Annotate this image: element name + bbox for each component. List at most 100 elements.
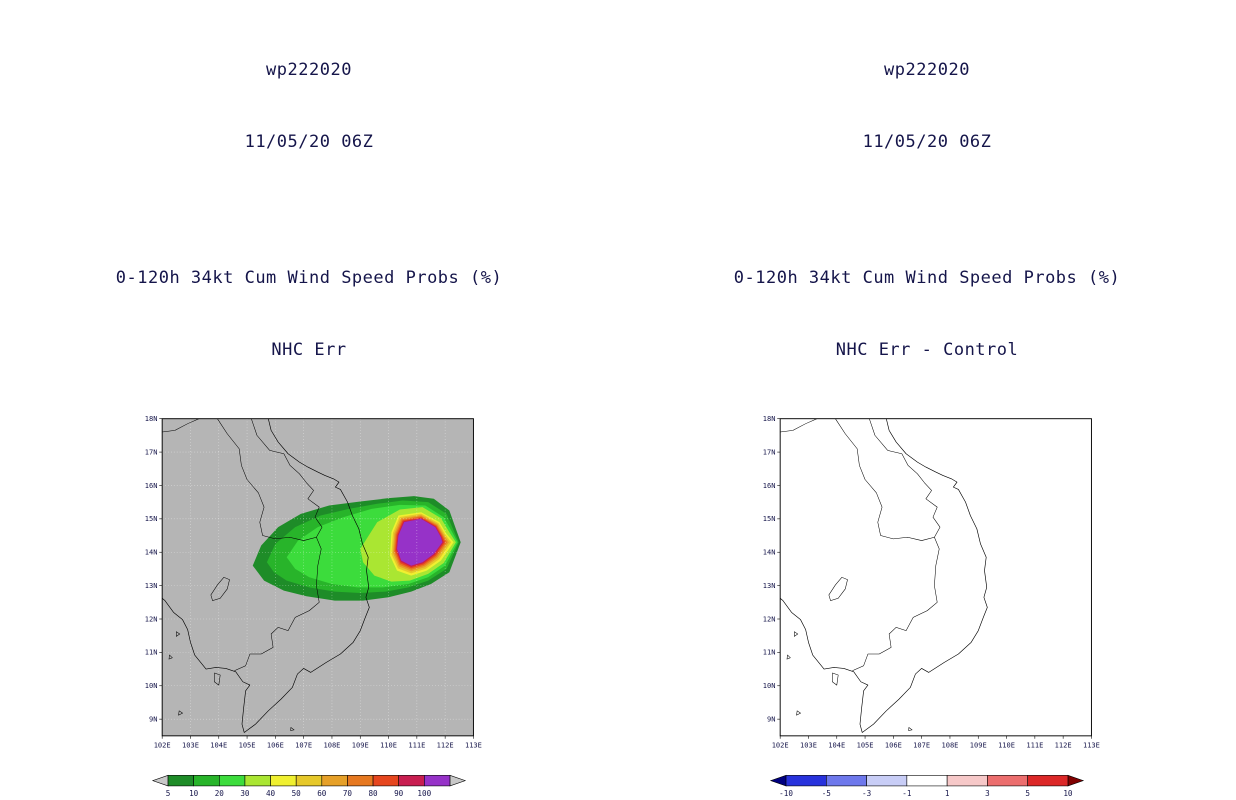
colorbar-difference: -10 -5 -3 -1 1 3 5 10 bbox=[769, 774, 1085, 798]
plot-subtitle-left: NHC Err bbox=[271, 340, 347, 360]
colorbar-box bbox=[785, 775, 827, 787]
colorbar-tick-label: 90 bbox=[394, 789, 404, 798]
colorbar-tick-label: 3 bbox=[985, 789, 990, 798]
init-time-right: 11/05/20 06Z bbox=[862, 132, 992, 152]
island-outline bbox=[786, 654, 791, 660]
colorbar-left-arrow bbox=[151, 774, 169, 787]
colorbar-tick-label: 5 bbox=[166, 789, 171, 798]
colorbar-right-arrow bbox=[1067, 774, 1085, 787]
lat-tick-label: 9N bbox=[149, 714, 157, 723]
colorbar-tick-label: 5 bbox=[1025, 789, 1030, 798]
lat-tick-label: 16N bbox=[763, 481, 776, 490]
plot-title-left: 0-120h 34kt Cum Wind Speed Probs (%) bbox=[115, 268, 503, 288]
lon-tick-label: 110E bbox=[380, 741, 397, 750]
storm-id-left: wp222020 bbox=[266, 60, 352, 80]
colorbar-box bbox=[167, 775, 194, 787]
init-time-left: 11/05/20 06Z bbox=[244, 132, 374, 152]
colorbar-box bbox=[347, 775, 374, 787]
lon-tick-label: 111E bbox=[408, 741, 425, 750]
lon-tick-label: 109E bbox=[352, 741, 369, 750]
colorbar-box bbox=[906, 775, 948, 787]
lat-tick-label: 17N bbox=[763, 447, 776, 456]
lon-tick-label: 105E bbox=[239, 741, 256, 750]
contour-level-100 bbox=[397, 518, 443, 566]
colorbar-box bbox=[987, 775, 1028, 787]
storm-title-block-right: wp222020 11/05/20 06Z bbox=[863, 10, 992, 202]
lon-tick-label: 107E bbox=[913, 741, 930, 750]
country-border bbox=[869, 418, 941, 538]
lake-outline bbox=[210, 576, 230, 601]
colorbar-tick-label: -10 bbox=[779, 789, 793, 798]
coastline bbox=[780, 418, 988, 733]
colorbar-tick-label: 80 bbox=[368, 789, 378, 798]
colorbar-box bbox=[244, 775, 271, 787]
country-border bbox=[835, 418, 940, 672]
lat-tick-label: 18N bbox=[145, 414, 158, 423]
map-frame bbox=[161, 418, 474, 737]
lon-tick-label: 110E bbox=[998, 741, 1015, 750]
coastline bbox=[162, 418, 370, 733]
lat-tick-label: 13N bbox=[763, 581, 776, 590]
lon-tick-label: 112E bbox=[437, 741, 454, 750]
country-border bbox=[251, 418, 323, 538]
island-outline bbox=[176, 631, 181, 637]
colorbar-tick-label: 60 bbox=[317, 789, 327, 798]
colorbar-tick-label: 20 bbox=[215, 789, 225, 798]
lat-tick-label: 17N bbox=[145, 447, 158, 456]
panel-nhc-err: wp222020 11/05/20 06Z 0-120h 34kt Cum Wi… bbox=[115, 10, 503, 798]
lon-tick-label: 107E bbox=[295, 741, 312, 750]
colorbar-tick-label: 70 bbox=[343, 789, 353, 798]
lon-tick-label: 102E bbox=[772, 741, 789, 750]
colorbar-box bbox=[866, 775, 908, 787]
plot-title-right: 0-120h 34kt Cum Wind Speed Probs (%) bbox=[733, 268, 1121, 288]
lon-tick-label: 112E bbox=[1055, 741, 1072, 750]
country-border bbox=[217, 418, 322, 672]
lon-tick-label: 106E bbox=[267, 741, 284, 750]
lat-tick-label: 13N bbox=[145, 581, 158, 590]
lat-tick-label: 14N bbox=[145, 548, 158, 557]
lon-tick-label: 113E bbox=[1083, 741, 1100, 750]
colorbar-box bbox=[826, 775, 867, 787]
lon-tick-label: 108E bbox=[323, 741, 340, 750]
colorbar-box bbox=[193, 775, 220, 787]
lon-tick-label: 104E bbox=[828, 741, 845, 750]
colorbar-tick-label: 30 bbox=[240, 789, 250, 798]
lon-tick-label: 102E bbox=[154, 741, 171, 750]
lon-tick-label: 108E bbox=[941, 741, 958, 750]
colorbar-box bbox=[1027, 775, 1069, 787]
lat-tick-label: 14N bbox=[763, 548, 776, 557]
map-frame bbox=[779, 418, 1092, 737]
colorbar-tick-label: -1 bbox=[902, 789, 912, 798]
colorbar-box bbox=[372, 775, 399, 787]
colorbar-box bbox=[321, 775, 348, 787]
country-border bbox=[780, 418, 818, 433]
lake-outline bbox=[828, 576, 848, 601]
colorbar-tick-label: -3 bbox=[862, 789, 872, 798]
colorbar-left-arrow bbox=[769, 774, 787, 787]
lon-tick-label: 109E bbox=[970, 741, 987, 750]
storm-title-block-left: wp222020 11/05/20 06Z bbox=[245, 10, 374, 202]
island-outline bbox=[214, 672, 221, 686]
storm-id-right: wp222020 bbox=[884, 60, 970, 80]
lon-tick-label: 106E bbox=[885, 741, 902, 750]
island-outline bbox=[794, 631, 799, 637]
colorbar-box bbox=[295, 775, 323, 787]
lat-tick-label: 12N bbox=[763, 614, 776, 623]
lat-tick-label: 16N bbox=[145, 481, 158, 490]
colorbar-right-arrow bbox=[449, 774, 467, 787]
colorbar-tick-label: 50 bbox=[292, 789, 302, 798]
plot-subtitle-right: NHC Err - Control bbox=[835, 340, 1019, 360]
colorbar-tick-label: 10 bbox=[189, 789, 199, 798]
lat-tick-label: 15N bbox=[763, 514, 776, 523]
lon-tick-label: 111E bbox=[1026, 741, 1043, 750]
colorbar-tick-label: 1 bbox=[945, 789, 950, 798]
colorbar-tick-label: -5 bbox=[822, 789, 831, 798]
island-outline bbox=[908, 727, 913, 731]
lat-tick-label: 15N bbox=[145, 514, 158, 523]
lon-tick-label: 113E bbox=[465, 741, 482, 750]
lat-tick-label: 18N bbox=[763, 414, 776, 423]
colorbar-box bbox=[270, 775, 297, 787]
colorbar-box bbox=[946, 775, 988, 787]
lat-tick-label: 11N bbox=[763, 648, 776, 657]
lat-tick-label: 11N bbox=[145, 648, 158, 657]
